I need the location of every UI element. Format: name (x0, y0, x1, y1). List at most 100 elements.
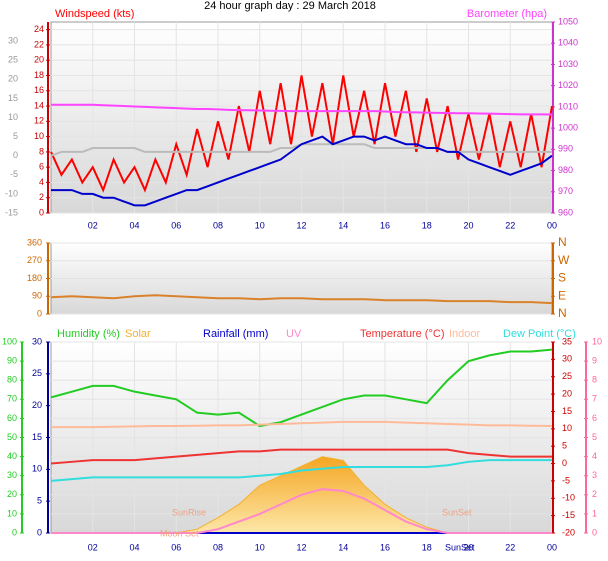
x-tick-label: 04 (129, 220, 139, 230)
y-tick-label: W (558, 253, 570, 267)
y-tick-label: E (558, 288, 566, 302)
y-tick-label: 30 (562, 354, 572, 364)
line (51, 135, 553, 207)
y-tick-label: 18 (34, 70, 44, 80)
y-tick-label: -20 (562, 527, 575, 537)
y-tick-label: 10 (8, 112, 18, 122)
y-tick-label: 20 (7, 489, 17, 499)
y-tick-label: 100 (2, 336, 17, 346)
y-tick-label: 30 (7, 470, 17, 480)
legend-label: UV (286, 328, 302, 340)
y-tick-label: 14 (34, 100, 44, 110)
y-tick-label: 970 (558, 186, 573, 196)
x-tick-label: 14 (338, 220, 348, 230)
y-tick-label: 4 (39, 177, 44, 187)
y-tick-label: 70 (7, 394, 17, 404)
y-tick-label: 9 (592, 355, 597, 365)
y-tick-label: 25 (562, 371, 572, 381)
y-tick-label: 25 (32, 368, 42, 378)
line (50, 294, 553, 305)
legend-label: Humidity (%) (57, 328, 120, 340)
y-tick-label: 22 (34, 39, 44, 49)
x-tick-label: 06 (171, 220, 181, 230)
y-tick-label: 60 (7, 413, 17, 423)
y-tick-label: 5 (592, 432, 597, 442)
y-tick-label: 0 (12, 527, 17, 537)
y-tick-label: -15 (562, 510, 575, 520)
x-tick-label: 16 (380, 542, 390, 552)
x-tick-label: 06 (171, 542, 181, 552)
y-tick-label: 16 (34, 85, 44, 95)
line (51, 488, 552, 534)
line (51, 420, 553, 429)
y-tick-label: 20 (32, 400, 42, 410)
y-tick-label: 20 (8, 74, 18, 84)
y-tick-label: 1000 (558, 122, 578, 132)
legend-label: Rainfall (mm) (203, 328, 268, 340)
y-tick-label: 2 (592, 489, 597, 499)
y-tick-label: 180 (27, 273, 42, 283)
annotation: SunSet (445, 542, 475, 552)
y-tick-label: 5 (562, 441, 567, 451)
legend-label: Dew Point (°C) (503, 328, 576, 340)
legend-label: Windspeed (kts) (55, 8, 134, 20)
y-tick-label: 1 (592, 508, 597, 518)
y-tick-label: 3 (592, 470, 597, 480)
y-tick-label: 1030 (558, 59, 578, 69)
y-tick-label: 6 (39, 162, 44, 172)
x-tick-label: 22 (505, 220, 515, 230)
x-tick-label: 02 (88, 542, 98, 552)
y-tick-label: 8 (592, 375, 597, 385)
y-tick-label: 0 (13, 150, 18, 160)
line (50, 448, 552, 465)
y-tick-label: 5 (37, 496, 42, 506)
y-tick-label: -10 (5, 188, 18, 198)
y-tick-label: 0 (562, 458, 567, 468)
y-tick-label: 30 (8, 35, 18, 45)
y-tick-label: -5 (562, 475, 570, 485)
annotation: SunRise (172, 507, 206, 517)
y-tick-label: 10 (592, 336, 602, 346)
y-tick-label: N (558, 306, 567, 320)
x-tick-label: 02 (88, 220, 98, 230)
legend-label: Solar (125, 328, 151, 340)
line (50, 459, 552, 482)
y-tick-label: 4 (592, 451, 597, 461)
y-tick-label: 10 (562, 423, 572, 433)
chart-title: 24 hour graph day : 29 March 2018 (204, 0, 376, 12)
x-tick-label: 08 (213, 220, 223, 230)
x-tick-label: 08 (213, 542, 223, 552)
y-tick-label: 960 (558, 207, 573, 217)
x-tick-label: 18 (422, 542, 432, 552)
x-tick-label: 00 (547, 220, 557, 230)
y-tick-label: 0 (37, 308, 42, 318)
y-tick-label: 990 (558, 144, 573, 154)
legend-label: Temperature (°C) (360, 328, 444, 340)
annotation: SunSet (442, 507, 472, 517)
y-tick-label: 40 (7, 451, 17, 461)
x-tick-label: 16 (380, 220, 390, 230)
y-tick-label: 35 (562, 336, 572, 346)
y-tick-label: N (558, 235, 567, 249)
y-tick-label: -10 (562, 493, 575, 503)
x-tick-label: 18 (422, 220, 432, 230)
y-tick-label: 10 (34, 131, 44, 141)
y-tick-label: -15 (5, 207, 18, 217)
x-tick-label: 22 (505, 542, 515, 552)
y-tick-label: 10 (7, 508, 17, 518)
y-tick-label: 90 (7, 355, 17, 365)
x-tick-label: 04 (129, 542, 139, 552)
y-tick-label: 1020 (558, 80, 578, 90)
y-tick-label: 0 (39, 207, 44, 217)
y-tick-label: 20 (34, 55, 44, 65)
y-tick-label: 1040 (558, 38, 578, 48)
y-tick-label: 20 (562, 388, 572, 398)
y-tick-label: 270 (27, 255, 42, 265)
y-tick-label: 90 (32, 291, 42, 301)
y-tick-label: 360 (27, 237, 42, 247)
x-tick-label: 12 (296, 542, 306, 552)
x-tick-label: 14 (338, 542, 348, 552)
line (51, 103, 553, 116)
y-tick-label: 15 (562, 406, 572, 416)
